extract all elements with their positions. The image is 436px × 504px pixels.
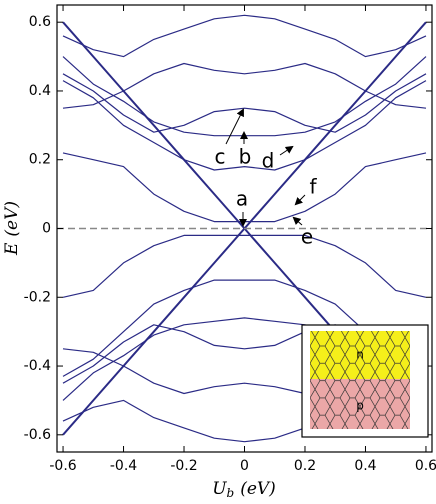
y-tick-label: -0.6	[24, 427, 51, 443]
annotation: a	[236, 187, 248, 211]
inset: n p	[301, 324, 429, 438]
x-label-subscript: b	[227, 486, 235, 500]
y-tick-label: -0.2	[24, 289, 51, 305]
band-line	[62, 80, 427, 171]
y-tick-label: -0.4	[24, 358, 51, 374]
annotation: c	[215, 145, 226, 169]
y-label-symbol: E	[2, 242, 22, 256]
x-tick-label: 0.4	[354, 458, 376, 474]
x-label-symbol: U	[212, 479, 227, 499]
band-line	[62, 62, 427, 109]
plot-frame	[56, 4, 433, 453]
annotation: b	[239, 145, 252, 169]
annotation: e	[301, 225, 313, 249]
x-tick-label: -0.6	[49, 458, 76, 474]
lattice	[310, 331, 410, 429]
inset-label: n	[356, 348, 364, 362]
x-tick-label: 0.2	[294, 458, 316, 474]
arrow	[292, 216, 303, 226]
y-label-unit: (eV)	[2, 201, 22, 237]
band-line	[62, 56, 427, 137]
arrow	[225, 108, 244, 145]
y-axis-label: E (eV)	[2, 201, 22, 256]
band-line	[62, 14, 427, 58]
y-tick-label: 0.4	[29, 83, 51, 99]
x-label-unit: (eV)	[240, 479, 276, 499]
x-tick-label: -0.4	[110, 458, 137, 474]
band-line	[62, 73, 427, 133]
y-tick-label: 0.2	[29, 152, 51, 168]
annotation: d	[262, 149, 275, 173]
band-line	[62, 234, 427, 298]
x-tick-label: 0	[240, 458, 249, 474]
arrow	[294, 194, 306, 206]
arrow	[279, 145, 294, 156]
annotations: a b c d e f	[215, 108, 317, 249]
x-axis-label: Ub (eV)	[212, 479, 276, 500]
y-tick-label: 0.6	[29, 14, 51, 30]
y-tick-label: 0	[42, 221, 51, 237]
annotation: f	[309, 175, 317, 199]
x-tick-label: 0.6	[415, 458, 436, 474]
inset-label: p	[356, 399, 364, 413]
x-tick-label: -0.2	[170, 458, 197, 474]
